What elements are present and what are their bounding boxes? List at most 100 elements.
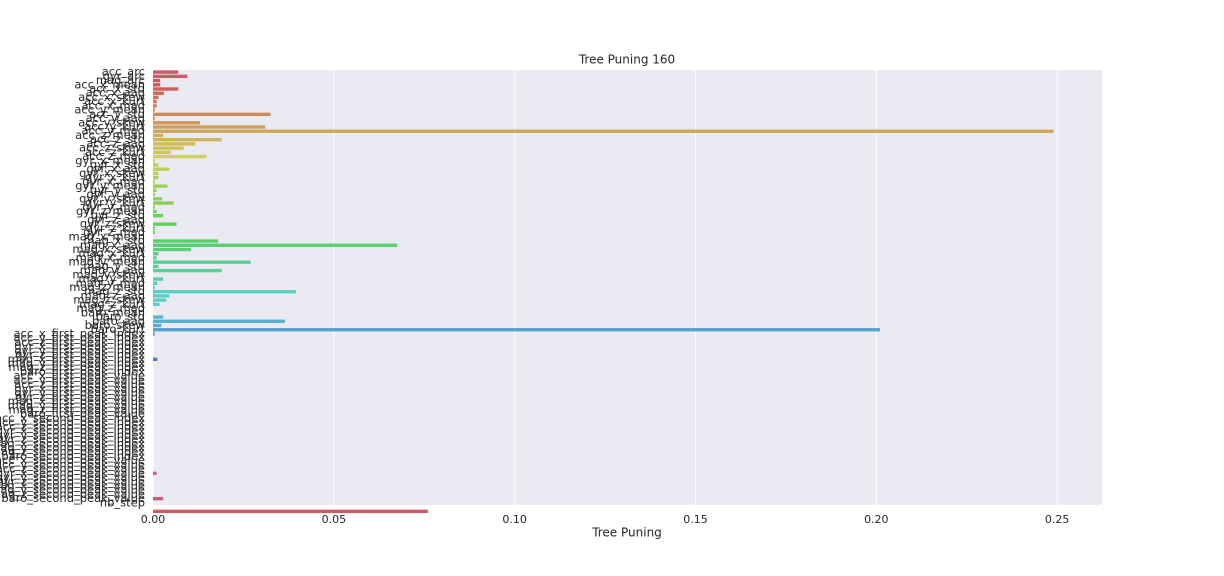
y-tick-label: mag_z_std (84, 284, 145, 298)
y-tick-label: gyr_x_skew (79, 166, 145, 180)
bar (153, 125, 266, 129)
bar (153, 332, 155, 336)
bar (153, 285, 155, 290)
y-tick-label: mag_y_mean (69, 255, 145, 269)
y-tick-label: baro_skew (85, 318, 145, 332)
bar (153, 133, 164, 138)
y-tick-label: mag_x_std (83, 234, 145, 248)
bar (153, 74, 188, 79)
bar (153, 357, 158, 361)
y-tick-label: gyr_z_second_peak_value (0, 474, 145, 488)
y-tick-label: baro_second_peak_index (1, 449, 145, 463)
bar (153, 298, 167, 302)
y-tick-label: acc_y_second_peak_value (0, 457, 145, 471)
bar (153, 142, 196, 146)
y-tick-label: acc_x_mad (81, 98, 145, 112)
y-tick-label: gyr_y_skew (79, 191, 145, 205)
y-tick-label: acc_z_skew (79, 141, 145, 155)
y-tick-label: mag_x_second_peak_value (0, 478, 145, 492)
bar (153, 264, 159, 269)
y-tick-label: acc_x_aad (86, 86, 145, 100)
y-tick-label: mag_z_mad (76, 301, 145, 315)
bar (153, 83, 161, 87)
y-tick-label: mag_arc (96, 73, 145, 87)
y-tick-label: acc_y_skew (78, 115, 145, 129)
y-tick-label: gyr_x_kurt (85, 170, 145, 184)
y-tick-label: mag_y_std (83, 259, 145, 273)
y-tick-label: acc_y_std (89, 107, 145, 121)
bar (153, 116, 155, 121)
y-tick-label: acc_z_mean (75, 128, 145, 142)
y-tick-label: acc_x_first_peak_value (14, 369, 145, 383)
y-tick-label: acc_x_mean (74, 77, 145, 91)
bar (153, 226, 155, 231)
y-tick-label: mag_x_first_peak_value (8, 394, 145, 408)
y-tick-label: mag_y_aad (80, 263, 145, 277)
y-tick-label: acc_y_mad (81, 124, 145, 138)
y-tick-label: acc_y_mean (74, 103, 145, 117)
y-tick-label: baro_first_peak_index (20, 364, 145, 378)
y-tick-label: gyr_y_second_peak_index (0, 428, 145, 442)
y-tick-label: gyr_x_mean (75, 153, 145, 167)
y-tick-label: gyr_y_first_peak_index (14, 343, 145, 357)
y-tick-label: acc_z_second_peak_index (0, 419, 145, 433)
bar (153, 509, 428, 514)
bar (153, 137, 222, 142)
bar (153, 146, 184, 150)
y-tick-label: mag_x_second_peak_index (0, 436, 145, 450)
y-tick-label: acc_x_std (89, 82, 145, 96)
y-tick-label: gyr_z_mad (83, 225, 145, 239)
y-tick-label: baro_kurt (91, 322, 146, 336)
bar (153, 214, 164, 218)
y-tick-label: mag_z_skew (73, 293, 145, 307)
x-tick-label: 0.05 (322, 513, 347, 526)
y-tick-label: gyr_x_std (90, 158, 145, 172)
y-tick-label: acc_x_second_peak_index (0, 411, 145, 425)
y-tick-label: gyr_z_first_peak_index (15, 348, 145, 362)
bar (153, 496, 164, 501)
y-tick-label: mag_y_kurt (78, 272, 145, 286)
bar (153, 197, 163, 201)
x-tick-label: 0.25 (1045, 513, 1070, 526)
y-tick-label: gyr_y_second_peak_value (0, 470, 145, 484)
bar (153, 112, 271, 117)
plot-area (153, 70, 1102, 505)
bar (153, 319, 286, 323)
y-tick-label: mag_z_aad (81, 288, 145, 302)
y-tick-label: acc_y_second_peak_index (0, 415, 145, 429)
y-tick-label: acc_z_aad (86, 136, 145, 150)
chart-title: Tree Puning 160 (578, 53, 675, 67)
bar (153, 260, 251, 264)
y-tick-label: acc_y_first_peak_value (14, 373, 145, 387)
bar (153, 268, 222, 273)
y-tick-label: gyr_z_aad (87, 212, 145, 226)
bar (153, 95, 159, 100)
y-tick-label: mag_x_first_peak_index (8, 352, 146, 366)
bar (153, 188, 157, 193)
bar (153, 108, 155, 112)
y-tick-label: baro_first_peak_value (20, 407, 145, 421)
bar (153, 163, 159, 167)
y-tick-label: mag_y_skew (72, 267, 145, 281)
bar (153, 294, 170, 298)
y-tick-label: acc_x_skew (78, 90, 145, 104)
y-tick-label: gyr_x_aad (86, 162, 145, 176)
bar (153, 201, 174, 205)
bar (153, 230, 155, 235)
y-tick-label: gyr_x_second_peak_index (0, 424, 145, 438)
y-tick-label: baro_mean (81, 305, 145, 319)
bar (153, 243, 398, 247)
y-tick-label: mag_x_skew (72, 242, 145, 256)
bar (153, 209, 157, 214)
y-tick-label: gyr_z_std (91, 208, 145, 222)
y-tick-label: mag_x_mean (69, 229, 145, 243)
bar (153, 323, 162, 328)
y-tick-label: gyr_z_mean (76, 204, 145, 218)
bar (153, 256, 157, 260)
y-tick-label: acc_x_kurt (84, 94, 145, 108)
y-tick-label: mag_z_first_peak_value (8, 402, 145, 416)
y-tick-label: baro_aad (92, 314, 145, 328)
y-tick-label: mag_y_mad (76, 276, 145, 290)
y-tick-label: gyr_y_mean (75, 179, 145, 193)
y-tick-label: acc_z_second_peak_value (0, 462, 145, 476)
